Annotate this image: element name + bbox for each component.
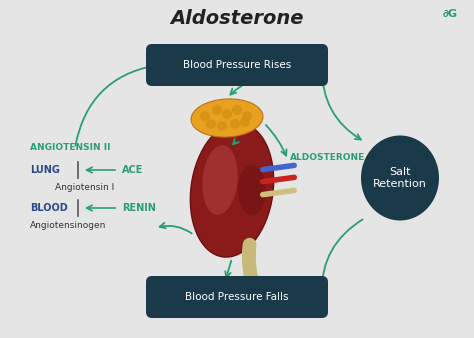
Text: ∂G: ∂G — [442, 9, 457, 19]
Text: Salt
Retention: Salt Retention — [373, 167, 427, 189]
Text: Angiotensinogen: Angiotensinogen — [30, 221, 106, 231]
Circle shape — [222, 109, 232, 119]
Ellipse shape — [238, 165, 266, 215]
Text: ALDOSTERONE: ALDOSTERONE — [290, 153, 365, 163]
FancyArrowPatch shape — [263, 165, 294, 170]
Ellipse shape — [361, 136, 439, 220]
Circle shape — [232, 105, 242, 115]
Ellipse shape — [191, 123, 273, 257]
Text: ACE: ACE — [122, 165, 143, 175]
Circle shape — [242, 111, 252, 121]
Circle shape — [240, 117, 250, 127]
Text: BLOOD: BLOOD — [30, 203, 68, 213]
FancyBboxPatch shape — [146, 276, 328, 318]
Ellipse shape — [191, 99, 263, 137]
Text: Blood Pressure Falls: Blood Pressure Falls — [185, 292, 289, 302]
Ellipse shape — [202, 145, 237, 215]
Text: Angiotensin I: Angiotensin I — [55, 184, 114, 193]
Text: ANGIOTENSIN II: ANGIOTENSIN II — [30, 144, 110, 152]
Text: LUNG: LUNG — [30, 165, 60, 175]
Circle shape — [230, 119, 240, 129]
Text: Blood Pressure Rises: Blood Pressure Rises — [183, 60, 291, 70]
FancyArrowPatch shape — [263, 190, 294, 195]
Text: Aldosterone: Aldosterone — [170, 8, 304, 27]
FancyArrowPatch shape — [249, 245, 256, 292]
FancyBboxPatch shape — [146, 44, 328, 86]
Circle shape — [206, 119, 216, 129]
Circle shape — [217, 121, 227, 131]
Text: RENIN: RENIN — [122, 203, 156, 213]
Circle shape — [200, 111, 210, 121]
FancyArrowPatch shape — [263, 177, 294, 182]
Circle shape — [212, 105, 222, 115]
